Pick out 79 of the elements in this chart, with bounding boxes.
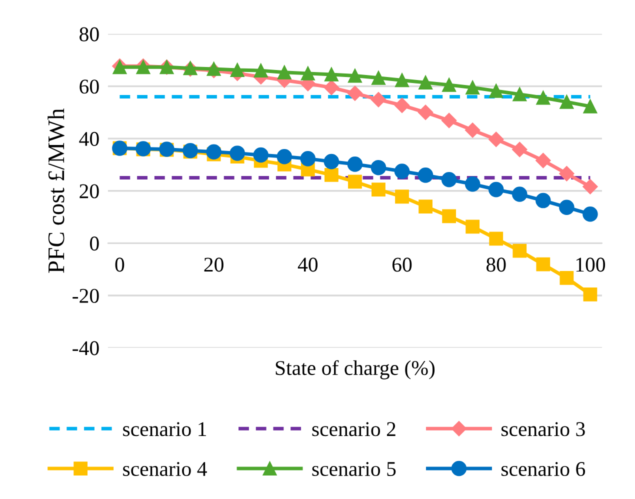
x-tick-label: 40: [298, 258, 318, 272]
point: [348, 68, 362, 83]
point: [488, 182, 504, 198]
point: [489, 232, 504, 246]
point: [441, 172, 457, 188]
point: [583, 99, 598, 114]
y-tick-label: -40: [72, 341, 99, 356]
point: [370, 92, 386, 108]
point: [466, 220, 480, 234]
point: [466, 80, 480, 94]
point: [347, 86, 363, 101]
point: [300, 66, 315, 80]
point: [512, 87, 527, 102]
point: [254, 64, 268, 78]
point: [441, 112, 457, 128]
legend-label: scenario 1: [123, 422, 206, 436]
point: [536, 152, 551, 168]
point: [394, 164, 410, 179]
legend-label: scenario 3: [502, 422, 585, 436]
point: [559, 200, 574, 215]
y-tick-label: 0: [90, 236, 99, 251]
legend-label: scenario 5: [312, 462, 396, 476]
point: [582, 206, 598, 222]
point: [488, 132, 504, 147]
point: [324, 68, 338, 82]
point: [230, 146, 245, 161]
y-tick-label: 20: [80, 184, 99, 198]
y-tick-label: 80: [80, 27, 99, 42]
point: [394, 98, 410, 113]
point: [560, 94, 574, 109]
point: [560, 271, 574, 285]
point: [206, 62, 221, 76]
point: [347, 156, 363, 172]
point: [512, 186, 528, 202]
point: [395, 190, 409, 204]
point: [418, 200, 432, 214]
point: [464, 176, 480, 192]
point: [324, 154, 340, 170]
x-tick-label: 0: [115, 258, 124, 272]
point: [277, 65, 292, 80]
x-tick-label: 60: [392, 258, 412, 272]
x-tick-label: 20: [204, 258, 224, 272]
legend-label: scenario 2: [312, 422, 396, 436]
point: [230, 63, 244, 77]
legend-label: scenario 6: [502, 462, 586, 476]
point: [442, 209, 456, 224]
point: [465, 122, 480, 138]
point: [324, 168, 338, 182]
point: [372, 70, 386, 85]
point: [418, 168, 434, 183]
x-axis-title: State of charge (%): [276, 360, 435, 380]
point: [583, 288, 598, 302]
x-tick-label: 80: [486, 258, 506, 272]
point: [536, 192, 551, 208]
point: [206, 144, 222, 160]
x-tick-label: 100: [576, 258, 606, 272]
legend-label: scenario 4: [123, 462, 207, 476]
point: [300, 151, 316, 166]
point: [372, 182, 386, 197]
point: [442, 78, 456, 92]
point: [536, 257, 550, 272]
y-tick-label: 60: [80, 80, 99, 94]
y-tick-label: -20: [72, 288, 99, 303]
point: [370, 160, 386, 176]
point: [253, 147, 269, 163]
point: [324, 80, 340, 96]
point: [582, 179, 598, 194]
point: [489, 84, 504, 98]
y-tick-label: 40: [79, 132, 99, 146]
point: [348, 174, 362, 189]
point: [512, 142, 528, 158]
point: [418, 76, 432, 90]
point: [418, 104, 434, 120]
point: [512, 244, 527, 258]
y-axis-title: PFC cost £/MWh: [48, 108, 64, 273]
point: [395, 73, 409, 88]
point: [536, 90, 550, 105]
point: [276, 148, 292, 164]
point: [559, 166, 574, 182]
